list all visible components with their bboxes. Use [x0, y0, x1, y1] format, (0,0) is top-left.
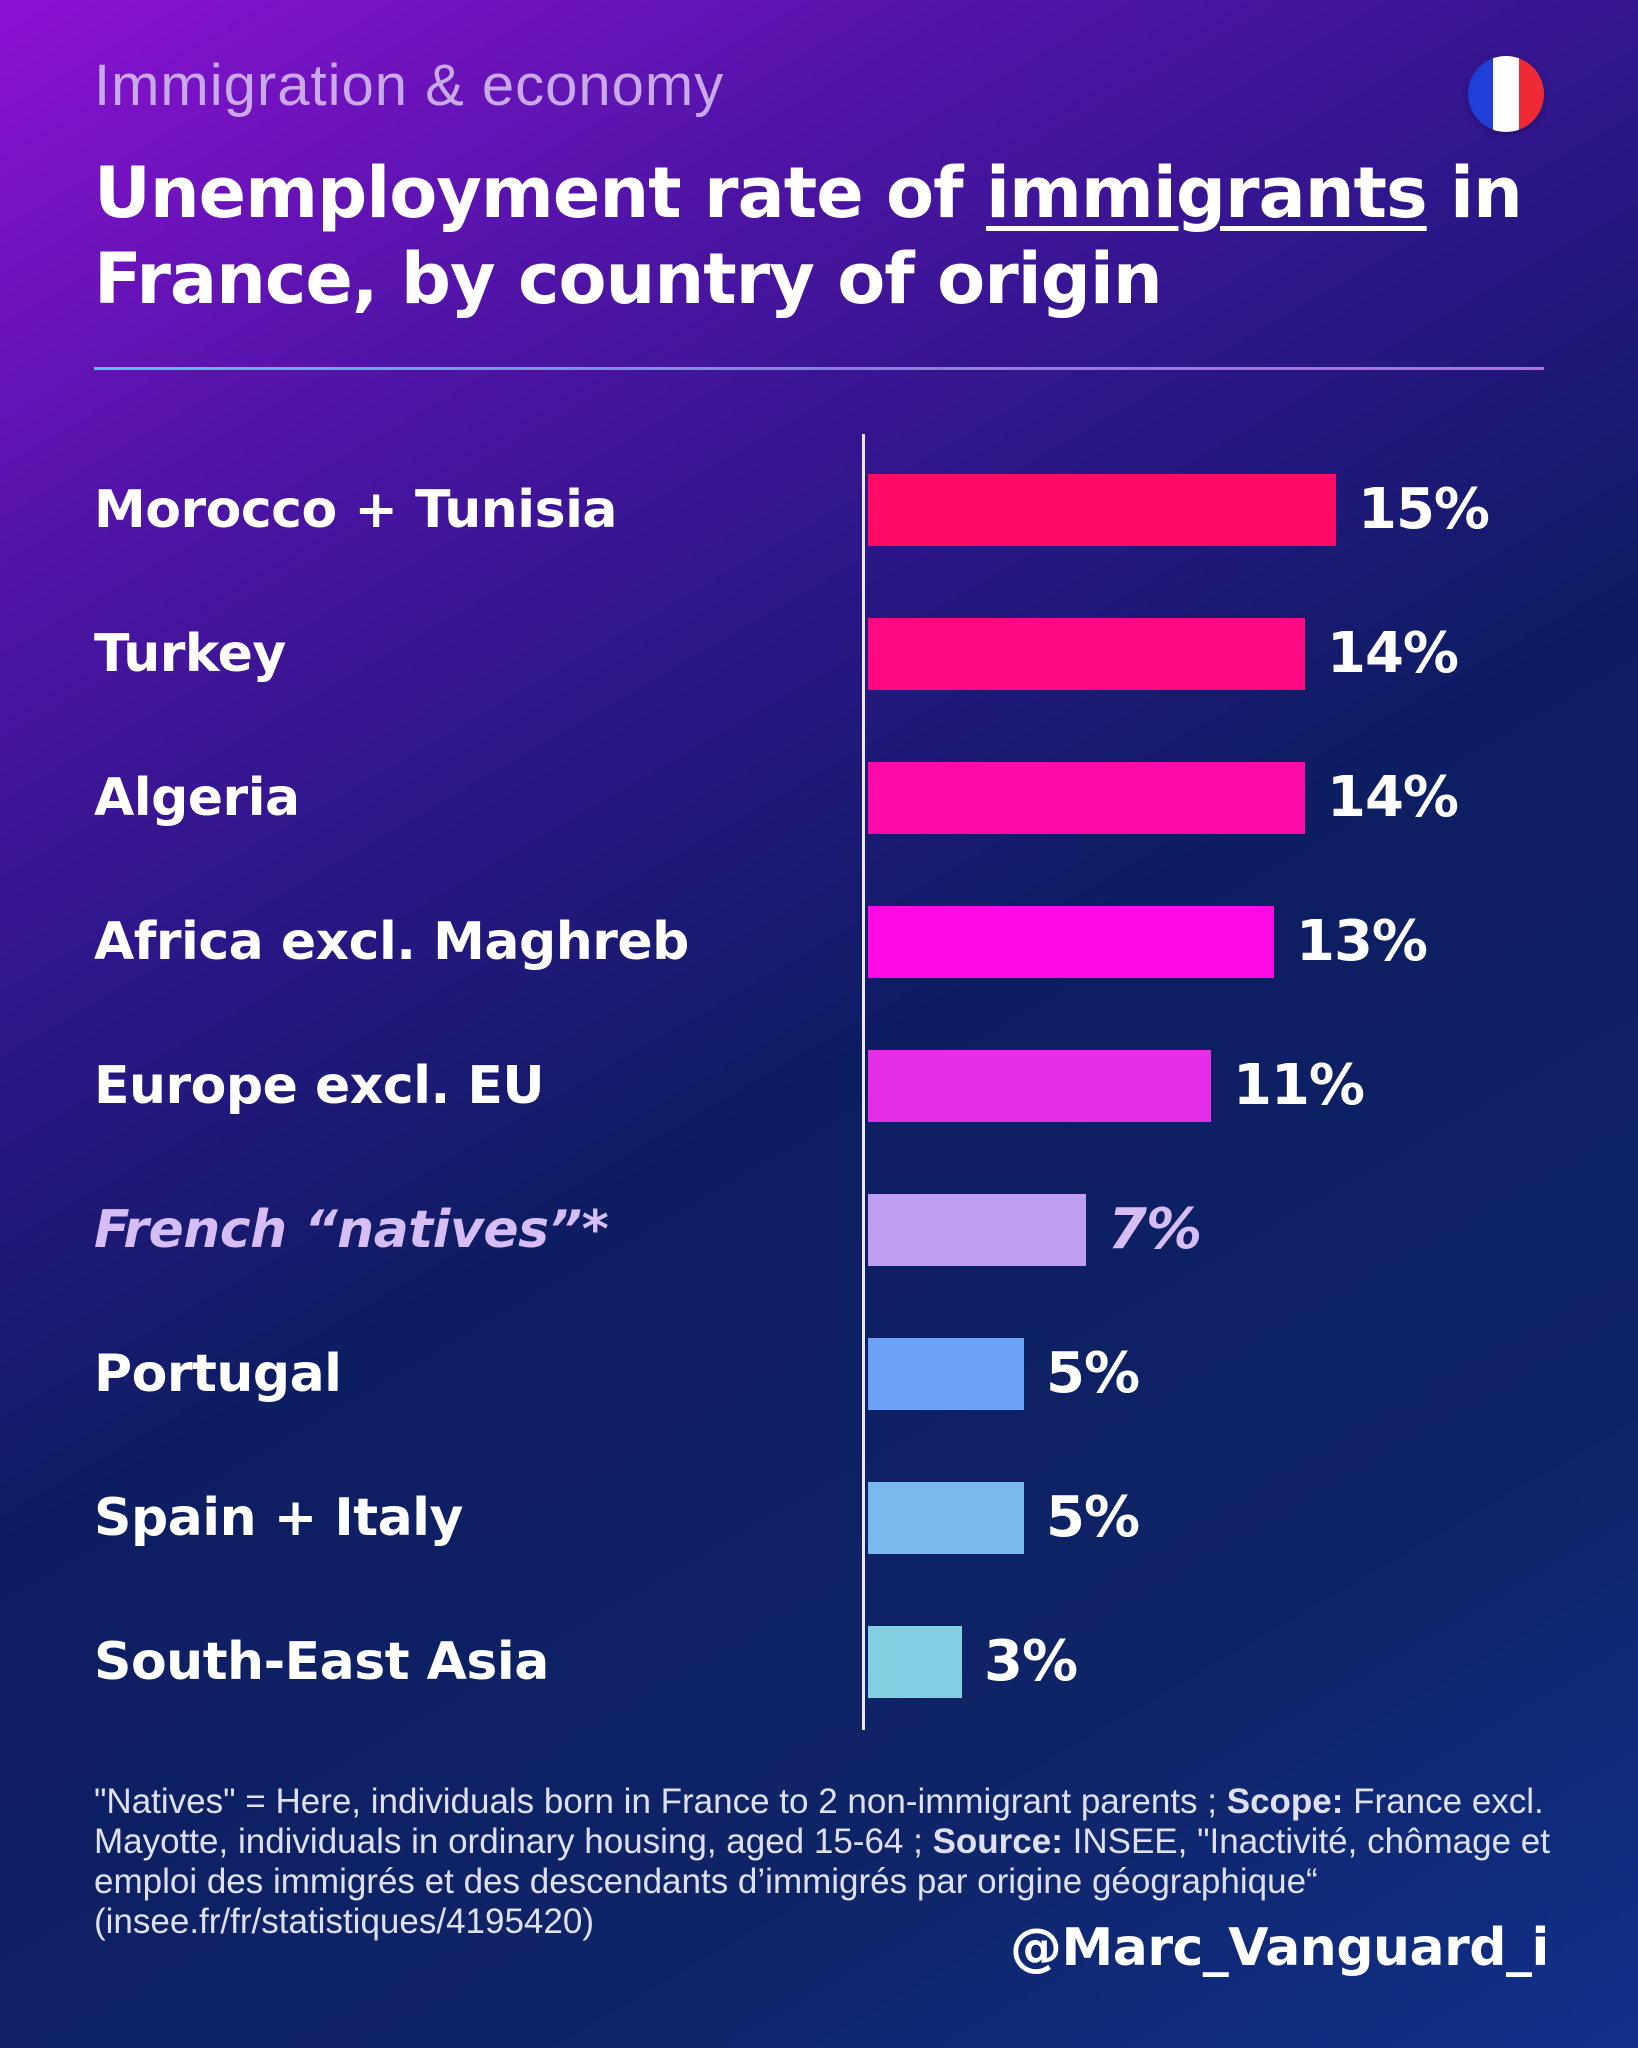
category-label: French “natives”*: [94, 1200, 609, 1260]
flag-red-stripe: [1518, 56, 1544, 132]
category-label: Spain + Italy: [94, 1488, 463, 1548]
value-label: 5%: [1046, 1341, 1140, 1406]
footnote-scope-label: Scope:: [1226, 1782, 1344, 1821]
bar: [868, 474, 1336, 546]
bar-row: South-East Asia 3%: [0, 1626, 1638, 1698]
bar-row: French “natives”* 7%: [0, 1194, 1638, 1266]
bar-row: Spain + Italy 5%: [0, 1482, 1638, 1554]
bar-row: Morocco + Tunisia 15%: [0, 474, 1638, 546]
category-label: Morocco + Tunisia: [94, 480, 617, 540]
bar: [868, 762, 1305, 834]
category-label: South-East Asia: [94, 1632, 549, 1692]
value-label: 7%: [1108, 1197, 1202, 1262]
bar-row: Europe excl. EU 11%: [0, 1050, 1638, 1122]
y-axis-line: [862, 434, 865, 1730]
france-flag-icon: [1468, 56, 1544, 132]
footnote-source-text: INSEE, "Inactivité, chômage et emploi de…: [94, 1822, 1550, 1901]
value-label: 14%: [1327, 621, 1459, 686]
chart-title: Unemployment rate of immigrants in Franc…: [94, 150, 1584, 322]
category-label: Algeria: [94, 768, 300, 828]
title-underlined-word: immigrants: [985, 152, 1428, 234]
bar-row: Algeria 14%: [0, 762, 1638, 834]
value-label: 15%: [1358, 477, 1490, 542]
bar: [868, 1338, 1024, 1410]
category-label: Portugal: [94, 1344, 342, 1404]
bar: [868, 1050, 1211, 1122]
footnote-natives-definition: "Natives" = Here, individuals born in Fr…: [94, 1782, 1227, 1821]
bar: [868, 1626, 962, 1698]
bar: [868, 618, 1305, 690]
bar-row: Portugal 5%: [0, 1338, 1638, 1410]
category-label: Turkey: [94, 624, 286, 684]
category-label: Africa excl. Maghreb: [94, 912, 689, 972]
value-label: 3%: [984, 1629, 1078, 1694]
flag-blue-stripe: [1468, 56, 1494, 132]
category-label: Europe excl. EU: [94, 1056, 545, 1116]
bar-row: Turkey 14%: [0, 618, 1638, 690]
bar: [868, 906, 1274, 978]
divider: [94, 367, 1544, 370]
bar: [868, 1194, 1086, 1266]
kicker: Immigration & economy: [94, 53, 725, 118]
footnote: "Natives" = Here, individuals born in Fr…: [94, 1782, 1564, 1942]
bar-row: Africa excl. Maghreb 13%: [0, 906, 1638, 978]
flag-white-stripe: [1493, 56, 1519, 132]
title-part-1: Unemployment rate of: [94, 152, 986, 234]
bar: [868, 1482, 1024, 1554]
title-part-2: in France, by country of origin: [94, 152, 1523, 320]
value-label: 11%: [1233, 1053, 1365, 1118]
value-label: 13%: [1296, 909, 1428, 974]
footnote-source-link: (insee.fr/fr/statistiques/4195420): [94, 1902, 594, 1941]
author-handle: @Marc_Vanguard_i: [1010, 1918, 1549, 1978]
footnote-scope-text: France excl. Mayotte, individuals in ord…: [94, 1782, 1544, 1861]
footnote-source-label: Source:: [932, 1822, 1063, 1861]
value-label: 5%: [1046, 1485, 1140, 1550]
value-label: 14%: [1327, 765, 1459, 830]
